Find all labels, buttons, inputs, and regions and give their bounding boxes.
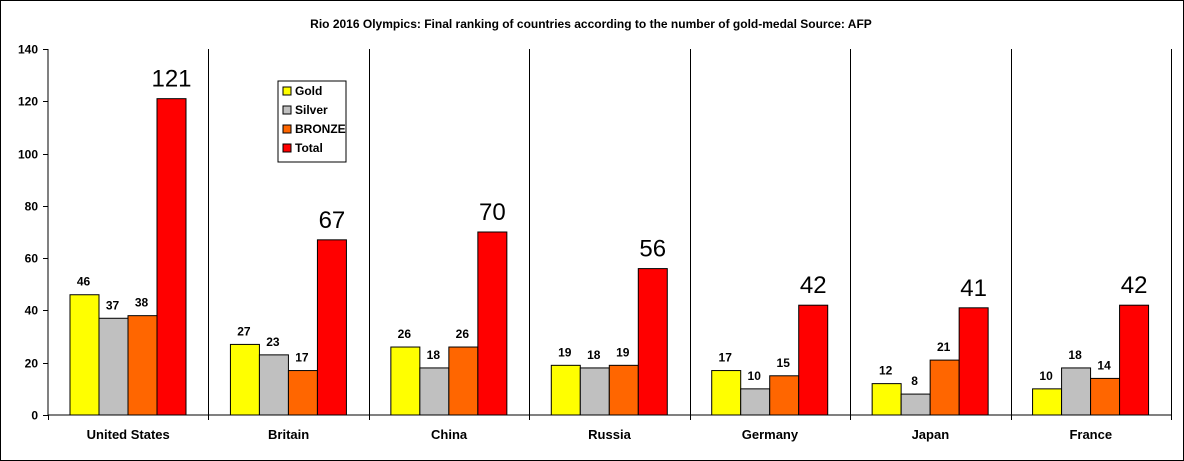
data-label: 42 [800,272,827,299]
y-tick-label: 80 [25,200,39,214]
legend-swatch [282,124,292,134]
legend-label: Silver [295,103,328,117]
bar-gold-britain [229,343,260,416]
x-tick-label: Russia [588,427,631,442]
bar-silver-japan [900,393,931,416]
plot-area: 0 20 40 60 80 100 120 140 United States Britain Ch… [18,43,1172,442]
legend-label: Gold [295,84,322,98]
data-label: 21 [937,340,951,354]
y-tick-label: 140 [18,43,38,57]
data-label: 15 [777,356,791,370]
bar-gold-germany [711,370,742,416]
data-label: 19 [558,345,572,359]
bar-silver-germany [740,388,771,416]
y-tick-label: 120 [18,95,38,109]
y-tick-label: 0 [31,409,38,423]
data-label: 70 [479,199,506,226]
bar-silver-united-states [98,317,129,416]
data-label: 37 [106,298,120,312]
data-label: 14 [1097,358,1111,372]
data-label: 46 [77,275,91,289]
data-label: 10 [1039,369,1053,383]
bar-total-germany [798,304,829,416]
bar-gold-china [390,346,421,416]
bar-total-japan [958,307,989,416]
y-tick-label: 100 [18,148,38,162]
bar-gold-united-states [69,294,100,416]
bar-total-united-states [156,98,187,416]
x-tick-label: France [1069,427,1112,442]
y-tick-label: 60 [25,252,39,266]
data-label: 56 [639,236,666,263]
data-label: 41 [960,275,987,302]
bar-bronze-japan [929,359,960,416]
bar-bronze-france [1090,377,1121,416]
x-tick-label: Britain [268,427,309,442]
bar-bronze-germany [769,375,800,416]
bar-gold-france [1032,388,1063,416]
data-label: 12 [879,364,893,378]
bar-total-france [1119,304,1150,416]
bar-total-china [477,231,508,416]
bar-silver-britain [258,354,289,416]
data-label: 42 [1121,272,1148,299]
data-label: 18 [427,348,441,362]
x-tick-label: Japan [912,427,950,442]
bar-gold-japan [871,383,902,416]
bar-gold-russia [550,364,581,416]
legend-swatch [282,143,292,153]
x-tick-label: United States [87,427,170,442]
legend-label: Total [295,141,323,155]
x-tick-label: Germany [742,427,799,442]
bar-total-britain [316,239,347,416]
bar-total-russia [637,268,668,416]
bar-silver-france [1061,367,1092,416]
bar-bronze-britain [287,370,318,416]
data-label: 17 [295,351,309,365]
chart-title: Rio 2016 Olympics: Final ranking of coun… [310,17,872,31]
data-label: 19 [616,345,630,359]
data-label: 18 [587,348,601,362]
legend-label: BRONZE [295,122,346,136]
data-label: 121 [151,66,191,93]
legend: Gold Silver BRONZE Total [277,80,347,163]
y-tick-label: 40 [25,304,39,318]
data-label: 8 [911,374,918,388]
y-tick-label: 20 [25,357,39,371]
bar-silver-russia [579,367,610,416]
data-label: 10 [748,369,762,383]
data-label: 17 [719,351,733,365]
data-label: 27 [237,324,251,338]
data-label: 38 [135,296,149,310]
legend-swatch [282,105,292,115]
x-tick-label: China [431,427,468,442]
bar-silver-china [419,367,450,416]
data-label: 23 [266,335,280,349]
legend-swatch [282,86,292,96]
data-label: 18 [1068,348,1082,362]
data-label: 67 [319,207,346,234]
data-label: 26 [398,327,412,341]
bar-bronze-united-states [127,315,158,416]
bar-bronze-russia [608,364,639,416]
data-label: 26 [456,327,470,341]
bar-bronze-china [448,346,479,416]
